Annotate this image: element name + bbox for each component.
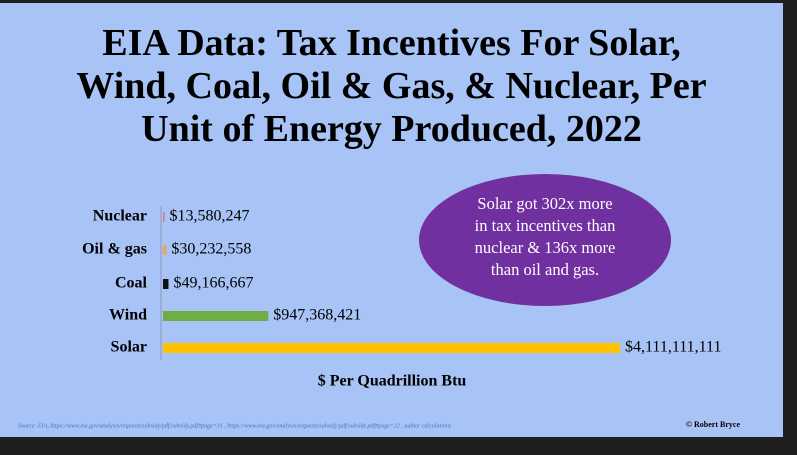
value-label: $30,232,558	[171, 241, 251, 258]
bar	[163, 311, 269, 321]
bar	[163, 343, 620, 353]
bar	[163, 245, 167, 255]
bar	[163, 279, 169, 289]
x-axis-label: $ Per Quadrillion Btu	[318, 373, 467, 390]
bar	[163, 212, 165, 222]
value-label: $13,580,247	[170, 208, 250, 225]
annotation-bubble	[419, 174, 671, 306]
y-tick-label: Nuclear	[93, 208, 147, 225]
y-tick-label: Oil & gas	[82, 241, 147, 258]
y-tick-label: Solar	[111, 339, 147, 356]
y-tick-label: Coal	[115, 275, 148, 292]
value-label: $49,166,667	[173, 275, 253, 292]
annotation: Solar got 302x more in tax incentives th…	[474, 194, 616, 279]
value-label: $4,111,111,111	[625, 339, 721, 356]
y-tick-label: Wind	[109, 307, 147, 324]
chart-title: EIA Data: Tax Incentives For Solar, Wind…	[76, 22, 707, 150]
source-note: Source: EIA, https://www.eia.gov/analysi…	[18, 422, 452, 429]
value-label: $947,368,421	[273, 307, 361, 324]
credit: © Robert Bryce	[686, 420, 740, 429]
